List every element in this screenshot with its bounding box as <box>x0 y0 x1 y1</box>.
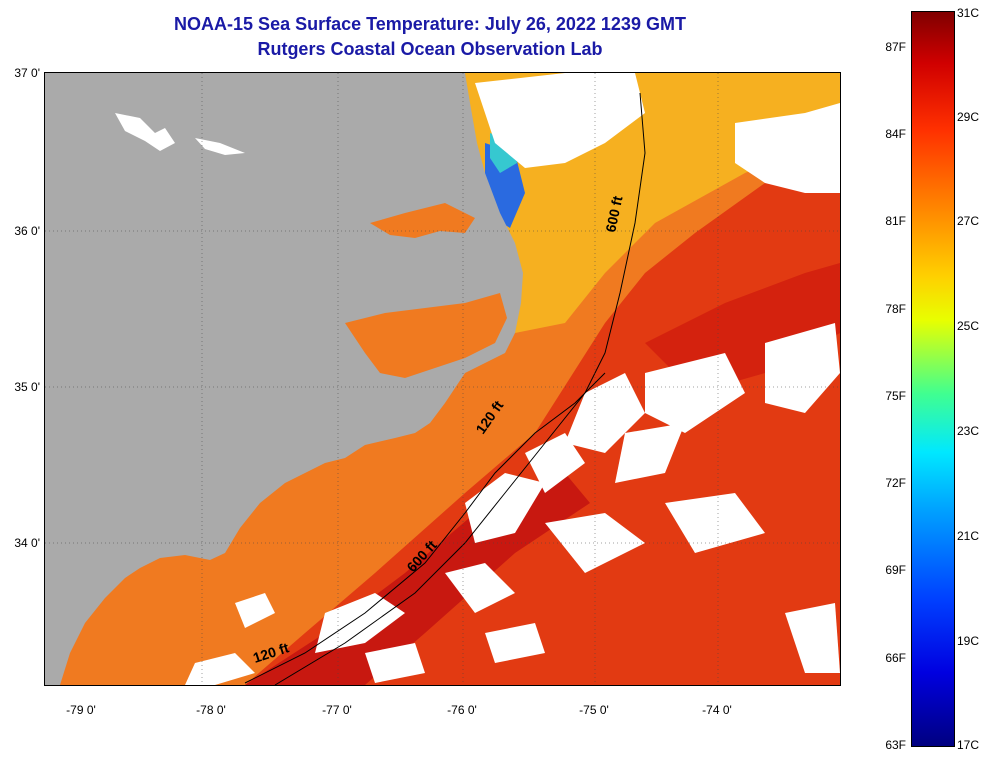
cloud-cover <box>185 73 840 685</box>
map-title: NOAA-15 Sea Surface Temperature: July 26… <box>174 14 686 34</box>
lon-label-74: -74 0' <box>702 703 732 717</box>
colorbar-c-label: 31C <box>957 6 980 20</box>
colorbar-f-label: 78F <box>885 302 906 316</box>
lat-label-35: 35 0' <box>14 380 40 394</box>
offshore-hot-band <box>645 263 840 393</box>
sst-map: 600 ft 120 ft 600 ft 120 ft <box>44 72 841 686</box>
lat-label-34: 34 0' <box>14 536 40 550</box>
contour-label: 600 ft <box>602 194 625 233</box>
depth-contours <box>244 92 646 685</box>
map-subtitle: Rutgers Coastal Ocean Observation Lab <box>257 39 603 59</box>
colorbar-c-label: 27C <box>957 214 980 228</box>
graticule <box>45 73 840 685</box>
lat-label-37: 37 0' <box>14 66 40 80</box>
lon-label-75: -75 0' <box>579 703 609 717</box>
colorbar-c-label: 19C <box>957 634 980 648</box>
pamlico-sound <box>345 293 507 378</box>
gulf-stream-water <box>245 153 840 685</box>
colorbar-f-label: 87F <box>885 40 906 54</box>
lon-label-76: -76 0' <box>447 703 477 717</box>
lon-label-78: -78 0' <box>196 703 226 717</box>
colorbar-f-label: 66F <box>885 651 906 665</box>
lon-label-79: -79 0' <box>66 703 96 717</box>
albemarle-sound <box>370 203 475 238</box>
colorbar-c-label: 17C <box>957 738 980 752</box>
colorbar-c-label: 25C <box>957 319 980 333</box>
lon-label-77: -77 0' <box>322 703 352 717</box>
inland-lake <box>195 138 245 155</box>
colorbar-c-label: 21C <box>957 529 980 543</box>
colorbar-f-label: 72F <box>885 476 906 490</box>
colorbar-f-label: 69F <box>885 563 906 577</box>
colorbar-f-label: 75F <box>885 389 906 403</box>
colorbar-f-label: 81F <box>885 214 906 228</box>
colorbar-f-label: 63F <box>885 738 906 752</box>
inland-lake <box>115 113 175 151</box>
colorbar-c-label: 29C <box>957 110 980 124</box>
contour-600ft <box>274 92 646 685</box>
sst-map-canvas: 600 ft 120 ft 600 ft 120 ft <box>45 73 840 685</box>
colorbar-c-label: 23C <box>957 424 980 438</box>
temperature-colorbar <box>911 11 955 747</box>
lat-label-36: 36 0' <box>14 224 40 238</box>
contour-120ft <box>244 372 606 684</box>
colorbar-f-label: 84F <box>885 127 906 141</box>
